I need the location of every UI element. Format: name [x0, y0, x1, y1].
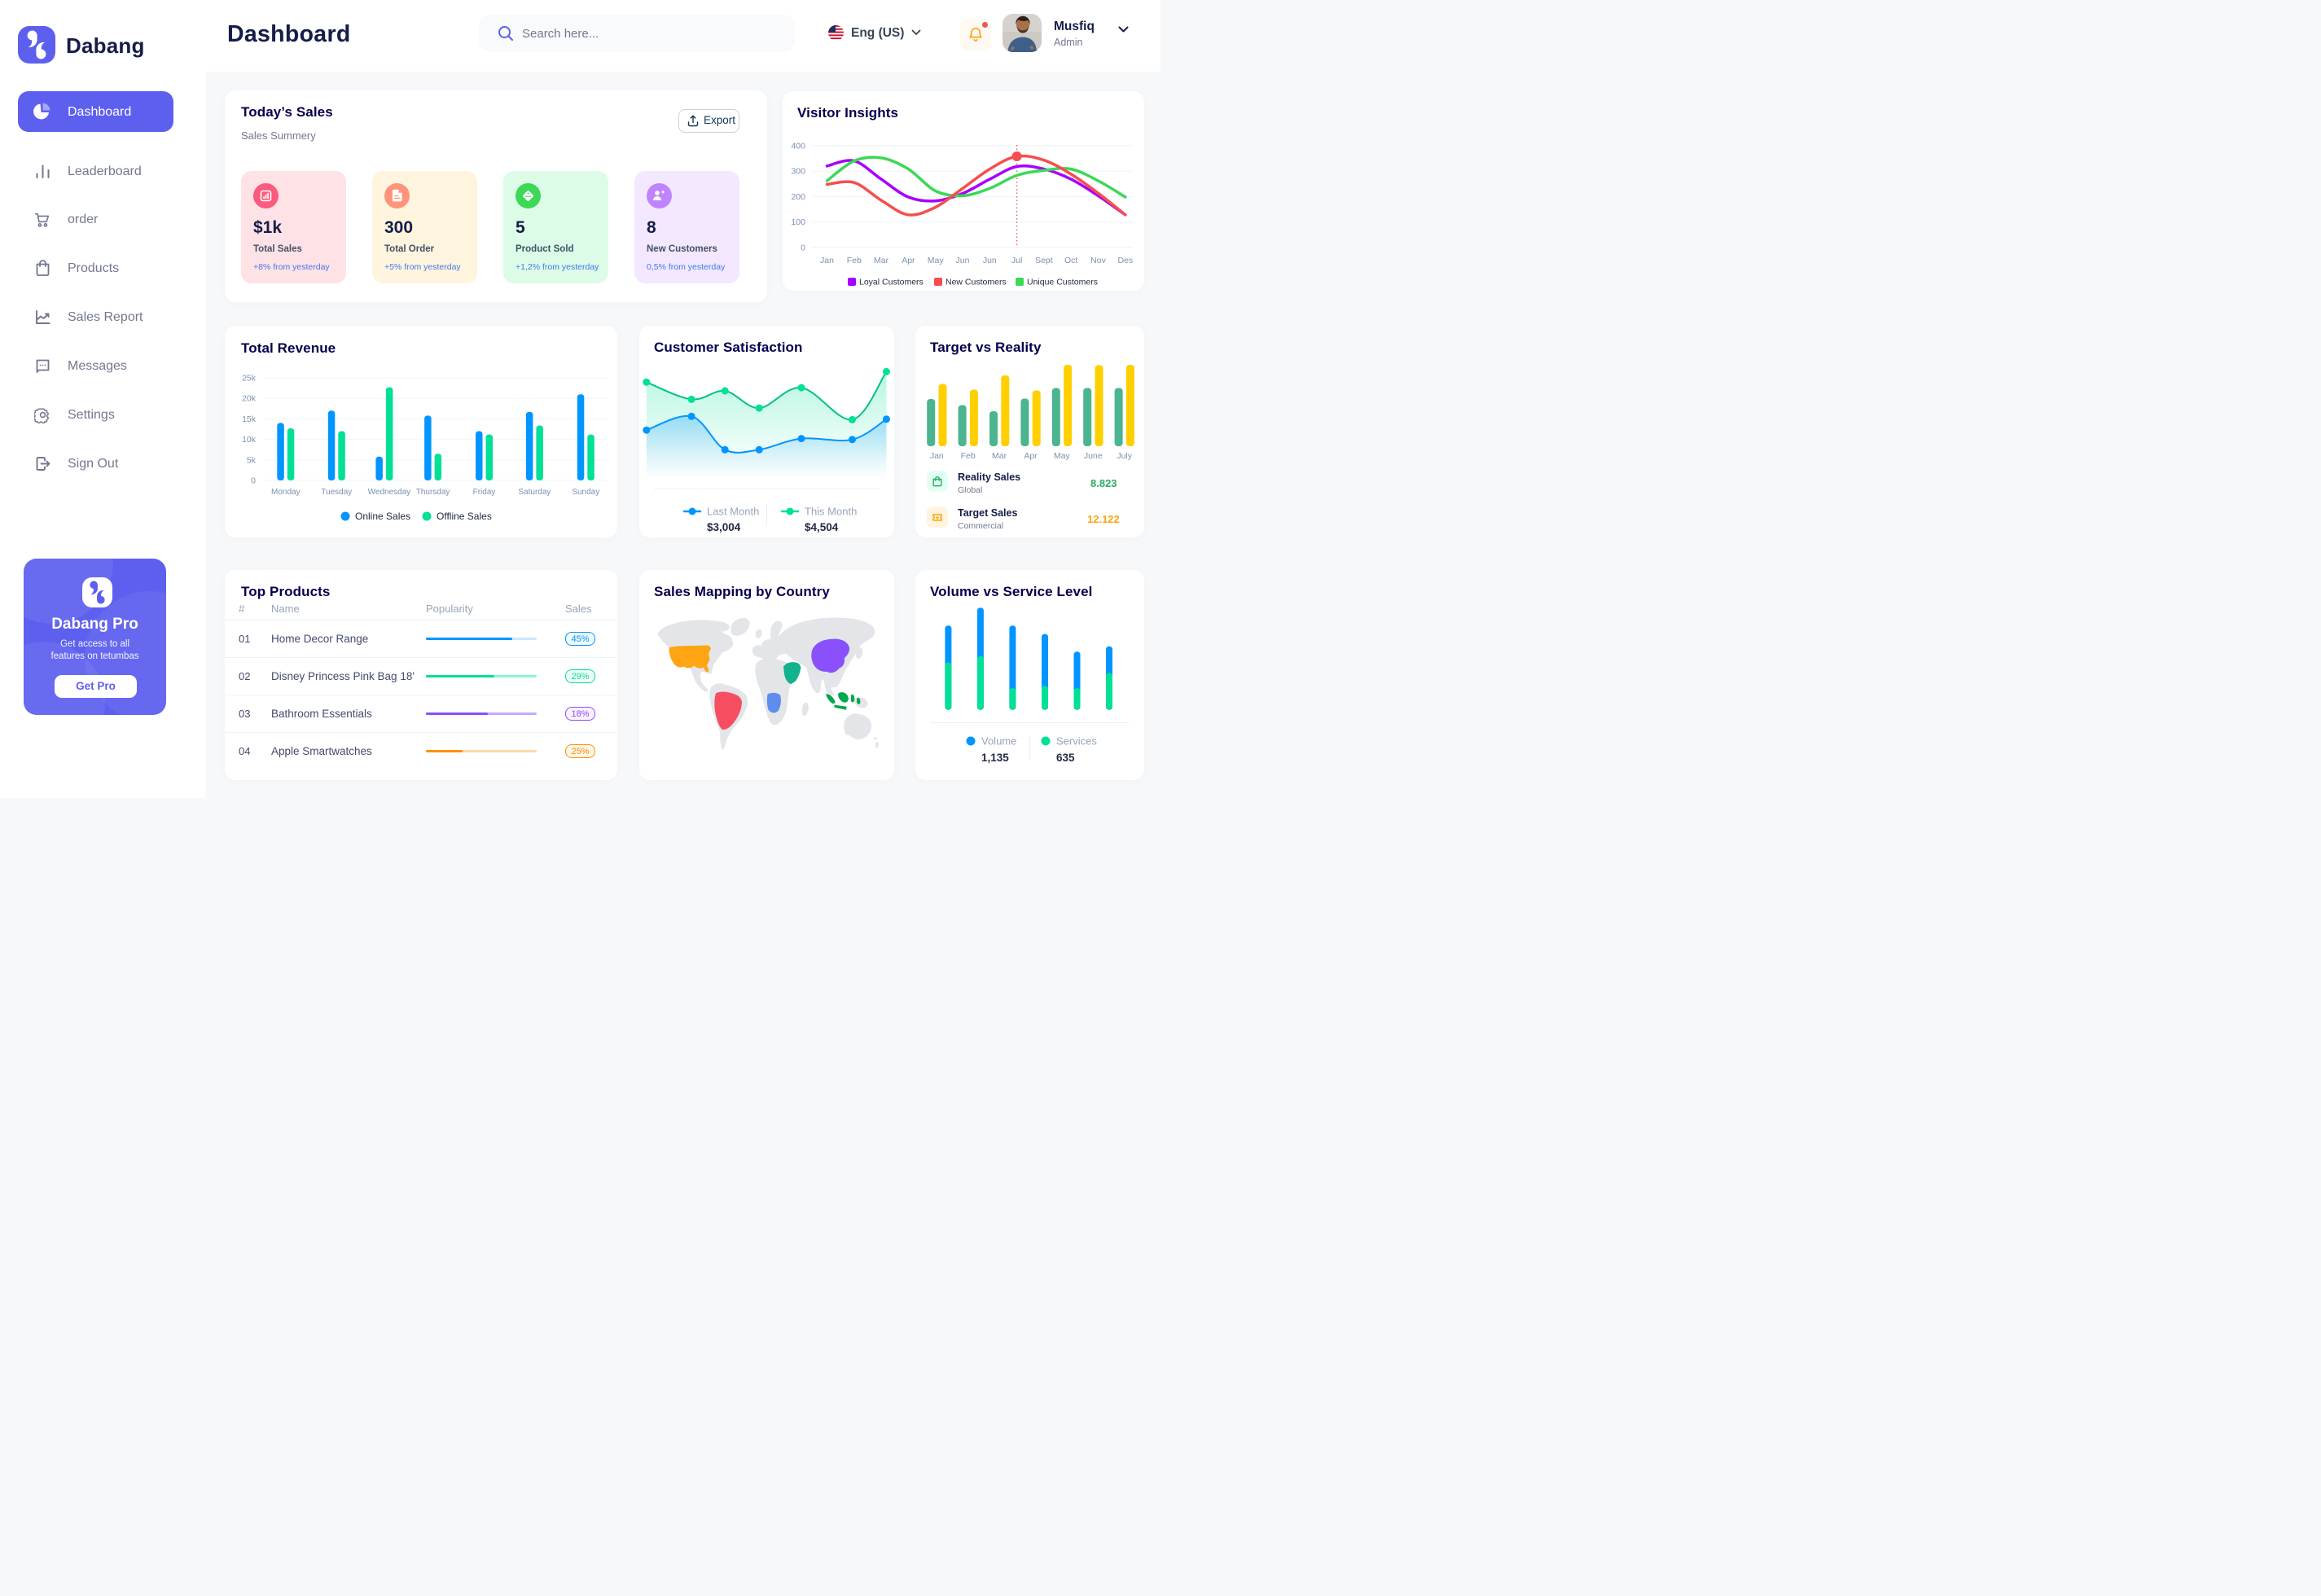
svg-text:0: 0: [251, 476, 256, 486]
svg-text:10k: 10k: [242, 435, 257, 445]
svg-text:5k: 5k: [247, 455, 257, 465]
svg-text:Des: Des: [1117, 256, 1133, 265]
svg-text:0: 0: [801, 243, 805, 253]
svg-text:Sunday: Sunday: [572, 488, 599, 497]
svg-text:100: 100: [791, 217, 805, 227]
svg-text:15k: 15k: [242, 414, 257, 424]
svg-text:July: July: [1117, 451, 1132, 461]
svg-text:June: June: [1084, 451, 1103, 461]
svg-text:Thursday: Thursday: [416, 488, 450, 497]
svg-text:May: May: [928, 256, 945, 265]
svg-text:$4,504: $4,504: [805, 521, 839, 533]
svg-text:Wednesday: Wednesday: [368, 488, 411, 497]
svg-text:Jan: Jan: [930, 451, 944, 461]
svg-text:400: 400: [791, 142, 805, 151]
svg-text:1,135: 1,135: [981, 752, 1009, 764]
svg-text:Unique Customers: Unique Customers: [1027, 278, 1098, 287]
svg-text:Apr: Apr: [902, 256, 915, 265]
svg-text:New Customers: New Customers: [946, 278, 1007, 287]
svg-text:Jul: Jul: [1011, 256, 1022, 265]
svg-text:20k: 20k: [242, 394, 257, 404]
svg-text:Apr: Apr: [1024, 451, 1038, 461]
svg-text:Jan: Jan: [820, 256, 834, 265]
svg-text:Oct: Oct: [1064, 256, 1077, 265]
svg-text:Volume: Volume: [981, 735, 1016, 748]
svg-text:Saturday: Saturday: [518, 488, 551, 497]
svg-text:Friday: Friday: [473, 488, 496, 497]
svg-text:300: 300: [791, 167, 805, 177]
svg-text:Offline Sales: Offline Sales: [437, 511, 492, 522]
svg-text:Mar: Mar: [874, 256, 889, 265]
svg-text:200: 200: [791, 192, 805, 202]
svg-text:Feb: Feb: [961, 451, 976, 461]
svg-text:Services: Services: [1056, 735, 1097, 748]
svg-text:May: May: [1054, 451, 1071, 461]
svg-text:Jun: Jun: [983, 256, 997, 265]
svg-text:Tuesday: Tuesday: [321, 488, 352, 497]
svg-text:Sept: Sept: [1035, 256, 1053, 265]
svg-text:Feb: Feb: [847, 256, 862, 265]
svg-text:Nov: Nov: [1090, 256, 1106, 265]
svg-text:This Month: This Month: [805, 506, 857, 518]
svg-text:Monday: Monday: [271, 488, 301, 497]
svg-text:Mar: Mar: [992, 451, 1007, 461]
svg-text:$3,004: $3,004: [707, 521, 741, 533]
svg-text:Last Month: Last Month: [707, 506, 759, 518]
svg-text:635: 635: [1056, 752, 1075, 764]
svg-text:25k: 25k: [242, 374, 257, 384]
svg-text:Online Sales: Online Sales: [355, 511, 410, 522]
svg-text:Loyal Customers: Loyal Customers: [859, 278, 924, 287]
svg-text:Jun: Jun: [956, 256, 970, 265]
